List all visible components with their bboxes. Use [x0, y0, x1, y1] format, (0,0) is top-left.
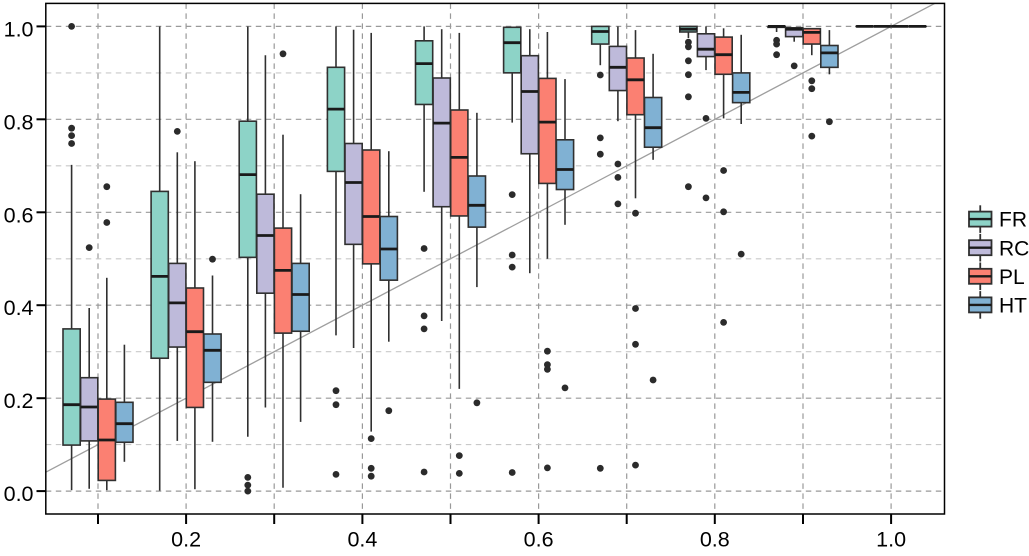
svg-text:0.2: 0.2	[171, 528, 201, 551]
svg-text:FR: FR	[999, 209, 1027, 232]
svg-text:0.2: 0.2	[4, 389, 34, 413]
svg-text:0.4: 0.4	[347, 528, 377, 551]
svg-text:1.0: 1.0	[876, 528, 906, 551]
svg-text:PL: PL	[999, 266, 1025, 289]
svg-text:0.0: 0.0	[4, 482, 34, 506]
svg-text:0.8: 0.8	[700, 528, 730, 551]
svg-text:0.6: 0.6	[524, 528, 554, 551]
svg-text:0.6: 0.6	[4, 203, 34, 227]
svg-text:HT: HT	[999, 295, 1027, 318]
svg-text:0.8: 0.8	[4, 110, 34, 134]
svg-text:RC: RC	[999, 237, 1029, 260]
svg-text:1.0: 1.0	[4, 17, 34, 41]
svg-text:0.4: 0.4	[4, 296, 34, 320]
